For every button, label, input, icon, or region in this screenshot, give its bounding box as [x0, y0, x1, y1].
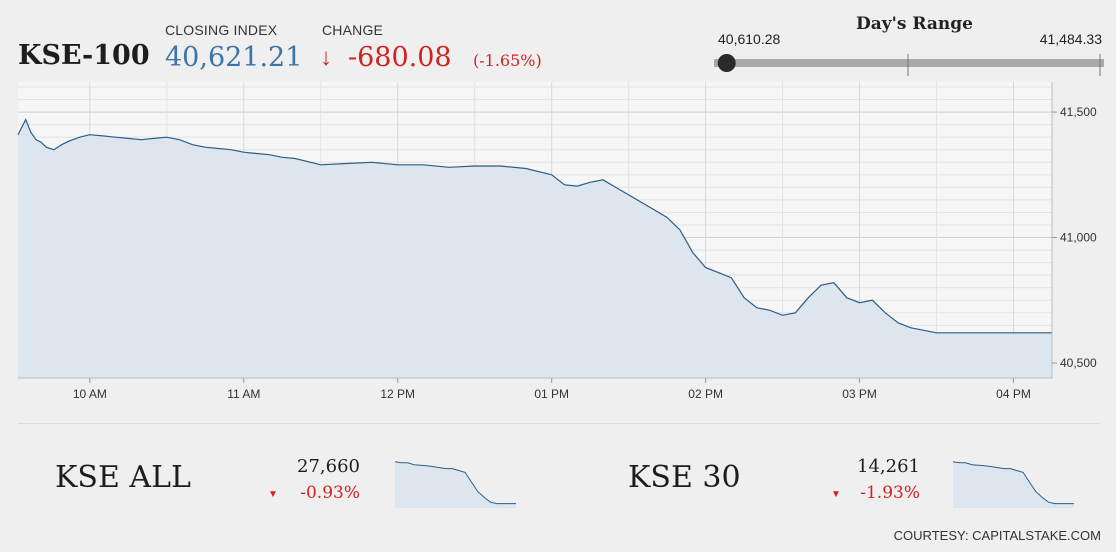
mini-index-change-kse-all: -0.93%: [300, 483, 360, 503]
sparkline-area: [395, 461, 516, 508]
chart-axes: 41,500 41,000 40,500 10 AM 11 AM 12 PM 01 PM 02…: [18, 82, 1097, 401]
down-triangle-icon: ▼: [831, 489, 841, 500]
sparkline-line: [394, 461, 516, 505]
y-tick-label: 40,500: [1060, 356, 1097, 370]
days-range-high: 41,484.33: [1039, 31, 1102, 47]
index-symbol: KSE-100: [18, 40, 150, 71]
closing-index-value: 40,621.21: [165, 42, 303, 73]
days-range-bar: [714, 54, 1104, 76]
courtesy-credit: COURTESY: CAPITALSTAKE.COM: [893, 528, 1101, 543]
mini-sparkline-kse-all: [394, 461, 516, 508]
range-current-knob: [717, 54, 736, 72]
x-tick-label: 12 PM: [380, 387, 415, 401]
mini-index-change-kse-30: -1.93%: [860, 483, 920, 503]
x-tick-label: 10 AM: [73, 387, 107, 401]
x-tick-label: 04 PM: [996, 387, 1031, 401]
x-tick-label: 11 AM: [227, 387, 260, 401]
mini-sparkline-kse-30: [952, 461, 1074, 508]
mini-index-name-kse-all: KSE ALL: [55, 460, 191, 495]
x-tick-label: 03 PM: [842, 387, 877, 401]
price-series-line: [17, 118, 1052, 334]
days-range-low: 40,610.28: [718, 31, 781, 47]
section-divider: [18, 423, 1100, 424]
change-percent: (-1.65%): [473, 51, 542, 70]
sparkline-line: [952, 461, 1074, 505]
change-label: CHANGE: [322, 22, 384, 38]
kse100-intraday-chart: 41,500 41,000 40,500 10 AM 11 AM 12 PM 01 PM 02…: [17, 82, 1097, 401]
sparkline-area: [953, 461, 1074, 508]
x-tick-label: 01 PM: [534, 387, 569, 401]
days-range-title: Day's Range: [856, 14, 973, 34]
down-arrow-icon: ↓: [320, 44, 332, 71]
y-tick-label: 41,000: [1060, 231, 1097, 245]
closing-index-label: CLOSING INDEX: [165, 22, 278, 38]
mini-index-name-kse-30: KSE 30: [628, 460, 741, 495]
x-tick-label: 02 PM: [688, 387, 723, 401]
mini-index-value-kse-30: 14,261: [857, 456, 920, 477]
mini-index-value-kse-all: 27,660: [297, 456, 360, 477]
change-value: -680.08: [348, 42, 452, 73]
range-track: [714, 59, 1104, 67]
down-triangle-icon: ▼: [268, 489, 278, 500]
y-tick-label: 41,500: [1060, 105, 1097, 119]
